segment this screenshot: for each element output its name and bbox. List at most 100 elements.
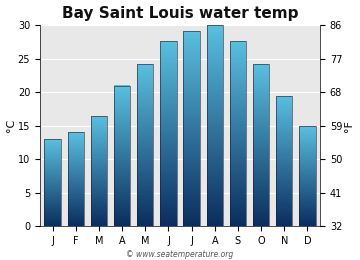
Bar xyxy=(230,61,246,62)
Bar xyxy=(114,133,130,134)
Bar xyxy=(68,162,84,163)
Bar xyxy=(114,122,130,123)
Bar xyxy=(114,178,130,179)
Bar xyxy=(184,206,200,207)
Bar xyxy=(68,148,84,149)
Bar xyxy=(91,139,107,140)
Bar xyxy=(160,197,176,198)
Bar xyxy=(137,168,153,169)
Bar xyxy=(184,162,200,163)
Bar xyxy=(91,194,107,195)
Bar xyxy=(276,113,292,114)
Bar xyxy=(207,127,223,128)
Bar xyxy=(114,143,130,144)
Bar xyxy=(299,179,315,180)
Bar xyxy=(68,182,84,183)
Bar xyxy=(68,201,84,202)
Bar xyxy=(184,155,200,156)
Bar xyxy=(91,212,107,213)
Bar xyxy=(137,176,153,177)
Bar xyxy=(207,109,223,111)
Bar xyxy=(137,156,153,157)
Bar xyxy=(184,164,200,165)
Bar xyxy=(45,192,61,193)
Bar xyxy=(253,64,269,226)
Bar xyxy=(276,150,292,151)
Bar xyxy=(45,186,61,187)
Bar xyxy=(137,132,153,133)
Bar xyxy=(207,112,223,113)
Bar xyxy=(253,207,269,208)
Bar xyxy=(276,138,292,139)
Bar xyxy=(160,120,176,121)
Bar xyxy=(160,210,176,211)
Bar xyxy=(253,109,269,110)
Bar xyxy=(299,217,315,218)
Bar xyxy=(184,207,200,209)
Bar xyxy=(253,131,269,132)
Bar xyxy=(230,164,246,165)
Bar xyxy=(160,200,176,201)
Bar xyxy=(68,135,84,136)
Bar xyxy=(253,192,269,193)
Bar xyxy=(207,25,223,26)
Bar xyxy=(207,154,223,155)
Bar xyxy=(299,148,315,149)
Bar xyxy=(160,81,176,82)
Bar xyxy=(276,159,292,160)
Bar xyxy=(253,220,269,221)
Bar xyxy=(160,169,176,170)
Bar xyxy=(299,168,315,169)
Bar xyxy=(160,47,176,48)
Bar xyxy=(160,54,176,55)
Bar xyxy=(114,103,130,104)
Bar xyxy=(276,133,292,134)
Bar xyxy=(207,219,223,220)
Bar xyxy=(91,116,107,117)
Bar xyxy=(276,99,292,100)
Bar xyxy=(207,168,223,169)
Bar xyxy=(160,59,176,60)
Bar xyxy=(207,195,223,196)
Bar xyxy=(207,102,223,103)
Bar xyxy=(207,115,223,116)
Bar xyxy=(184,71,200,72)
Bar xyxy=(45,211,61,212)
Bar xyxy=(207,161,223,162)
Bar xyxy=(114,148,130,149)
Bar xyxy=(160,121,176,122)
Bar xyxy=(299,142,315,143)
Bar xyxy=(230,112,246,113)
Bar xyxy=(253,124,269,125)
Bar xyxy=(137,66,153,67)
Bar xyxy=(137,133,153,134)
Bar xyxy=(184,121,200,122)
Bar xyxy=(68,175,84,176)
Bar xyxy=(253,105,269,106)
Bar xyxy=(160,134,176,135)
Bar xyxy=(160,55,176,56)
Bar xyxy=(160,100,176,101)
Bar xyxy=(114,124,130,125)
Bar xyxy=(160,204,176,205)
Bar xyxy=(160,42,176,43)
Bar xyxy=(160,82,176,83)
Bar xyxy=(276,96,292,226)
Bar xyxy=(230,123,246,124)
Bar xyxy=(45,193,61,194)
Bar xyxy=(160,191,176,192)
Bar xyxy=(91,177,107,178)
Bar xyxy=(45,146,61,147)
Bar xyxy=(253,66,269,67)
Bar xyxy=(207,49,223,50)
Bar xyxy=(184,165,200,166)
Bar xyxy=(253,147,269,148)
Bar xyxy=(114,156,130,157)
Bar xyxy=(230,145,246,146)
Bar xyxy=(137,94,153,95)
Bar xyxy=(160,195,176,196)
Bar xyxy=(207,81,223,82)
Bar xyxy=(276,121,292,122)
Bar xyxy=(230,176,246,177)
Bar xyxy=(137,97,153,98)
